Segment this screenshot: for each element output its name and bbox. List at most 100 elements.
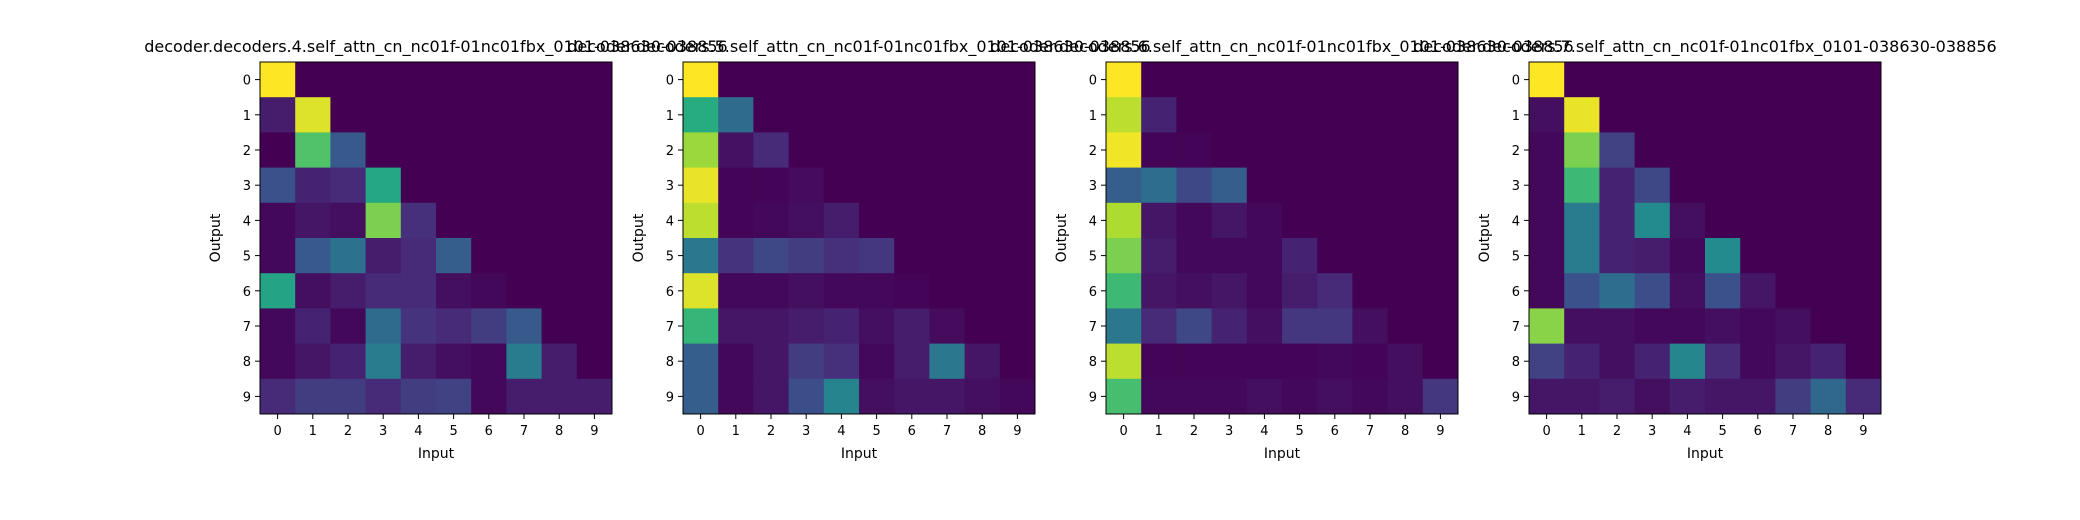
heatmap-cell-r6-c8 [964, 273, 1001, 309]
heatmap-cell-r3-c8 [1387, 167, 1424, 204]
heatmap-cell-r3-c3 [788, 167, 825, 204]
heatmap-cell-r4-c3 [1211, 202, 1248, 239]
heatmap-cell-r4-c9 [999, 202, 1036, 239]
x-tick-label: 3 [1225, 424, 1233, 439]
heatmap-cell-r3-c6 [1317, 167, 1353, 204]
x-tick-label: 0 [1119, 424, 1127, 439]
heatmap-cell-r1-c8 [1810, 97, 1847, 133]
x-tick-label: 3 [1648, 424, 1656, 439]
heatmap-cell-r8-c4 [1669, 343, 1706, 380]
heatmap-cell-r3-c7 [1352, 167, 1389, 204]
x-tick-label: 9 [1013, 424, 1021, 439]
heatmap-cell-r0-c4 [1246, 62, 1283, 98]
x-tick-label: 1 [309, 424, 317, 439]
heatmap-cell-r0-c3 [1634, 62, 1671, 98]
heatmap-cell-r4-c8 [541, 202, 578, 239]
heatmap-cell-r0-c1 [1564, 62, 1600, 98]
heatmap-cell-r5-c4 [1669, 238, 1706, 274]
x-tick-label: 7 [520, 424, 528, 439]
heatmap-cell-r5-c2 [330, 238, 367, 274]
heatmap-cell-r1-c4 [823, 97, 860, 133]
heatmap-cell-r9-c3 [788, 378, 825, 415]
heatmap-cell-r3-c1 [1564, 167, 1600, 204]
heatmap-cell-r1-c4 [1246, 97, 1283, 133]
heatmap-cell-r8-c0 [260, 343, 296, 380]
heatmap-cell-r6-c0 [683, 273, 719, 309]
heatmap-cell-r9-c7 [1775, 378, 1812, 415]
x-tick-label: 5 [1295, 424, 1303, 439]
heatmap-cell-r2-c8 [964, 132, 1001, 169]
heatmap-cell-r9-c7 [1352, 378, 1389, 415]
heatmap-cell-r0-c3 [788, 62, 825, 98]
heatmap-cell-r3-c9 [1422, 167, 1459, 204]
heatmap-cell-r2-c1 [1141, 132, 1177, 169]
heatmap-cell-r9-c0 [683, 378, 719, 415]
y-tick-label: 3 [243, 179, 251, 194]
heatmap-cell-r7-c9 [1422, 308, 1459, 345]
heatmap-cell-r9-c2 [1176, 378, 1213, 415]
heatmap-cell-r5-c5 [1705, 238, 1741, 274]
heatmap-cell-r5-c1 [295, 238, 331, 274]
heatmap-cell-r7-c8 [1387, 308, 1424, 345]
x-tick-label: 4 [837, 424, 845, 439]
heatmap-cell-r9-c9 [1422, 378, 1459, 415]
heatmap-cell-r9-c1 [1564, 378, 1600, 415]
heatmap-cell-r5-c7 [506, 238, 543, 274]
heatmap-cell-r9-c5 [436, 378, 472, 415]
heatmap-cell-r3-c8 [541, 167, 578, 204]
heatmap-cell-r4-c9 [1845, 202, 1882, 239]
heatmap-cell-r7-c1 [718, 308, 754, 345]
y-tick-label: 6 [1512, 285, 1520, 300]
heatmap-cell-r0-c9 [1422, 62, 1459, 98]
heatmap-cell-r2-c5 [859, 132, 895, 169]
heatmap-cell-r7-c3 [1211, 308, 1248, 345]
heatmap-cell-r7-c9 [576, 308, 613, 345]
heatmap-cell-r4-c7 [506, 202, 543, 239]
heatmap-cell-r0-c9 [576, 62, 613, 98]
heatmap-cell-r3-c0 [260, 167, 296, 204]
heatmap-cell-r6-c1 [1564, 273, 1600, 309]
x-tick-label: 7 [1366, 424, 1374, 439]
heatmap-cell-r4-c6 [1317, 202, 1353, 239]
heatmap-cell-r0-c5 [1282, 62, 1318, 98]
heatmap-cell-r8-c4 [823, 343, 860, 380]
heatmap-cell-r7-c2 [1176, 308, 1213, 345]
heatmap-cell-r4-c9 [1422, 202, 1459, 239]
y-tick-label: 1 [666, 109, 674, 124]
heatmap-cell-r1-c5 [1282, 97, 1318, 133]
heatmap-cell-r4-c8 [1810, 202, 1847, 239]
x-tick-label: 4 [414, 424, 422, 439]
heatmap-cell-r6-c3 [1211, 273, 1248, 309]
heatmap-cell-r9-c6 [894, 378, 930, 415]
heatmap-cell-r9-c8 [1387, 378, 1424, 415]
heatmap-cell-r8-c6 [894, 343, 930, 380]
y-tick-label: 6 [666, 285, 674, 300]
heatmap-cell-r4-c6 [894, 202, 930, 239]
heatmap-cell-r7-c6 [1317, 308, 1353, 345]
heatmap-cell-r5-c9 [999, 238, 1036, 274]
heatmap-cell-r3-c2 [753, 167, 790, 204]
heatmap-title: decoder.decoders.7.self_attn_cn_nc01f-01… [1413, 37, 1996, 57]
heatmap-cell-r2-c2 [330, 132, 367, 169]
heatmap-cell-r4-c7 [1775, 202, 1812, 239]
heatmap-cell-r3-c7 [1775, 167, 1812, 204]
heatmap-cell-r9-c6 [471, 378, 507, 415]
x-tick-label: 7 [1789, 424, 1797, 439]
heatmap-cell-r7-c5 [1705, 308, 1741, 345]
heatmap-cell-r3-c2 [1599, 167, 1636, 204]
heatmap-title: decoder.decoders.4.self_attn_cn_nc01f-01… [144, 37, 727, 57]
heatmap-cell-r1-c0 [260, 97, 296, 133]
heatmap-cell-r7-c8 [541, 308, 578, 345]
heatmap-cell-r7-c5 [859, 308, 895, 345]
x-tick-label: 2 [344, 424, 352, 439]
heatmap-cell-r3-c7 [506, 167, 543, 204]
y-axis-label: Output [208, 213, 224, 262]
heatmap-cell-r2-c6 [471, 132, 507, 169]
heatmap-cell-r9-c8 [964, 378, 1001, 415]
heatmap-cell-r2-c1 [1564, 132, 1600, 169]
y-tick-label: 5 [1089, 250, 1097, 265]
heatmap-cell-r0-c5 [1705, 62, 1741, 98]
heatmap-cell-r7-c4 [1246, 308, 1283, 345]
heatmap-cell-r5-c0 [683, 238, 719, 274]
heatmap-cell-r5-c4 [400, 238, 437, 274]
